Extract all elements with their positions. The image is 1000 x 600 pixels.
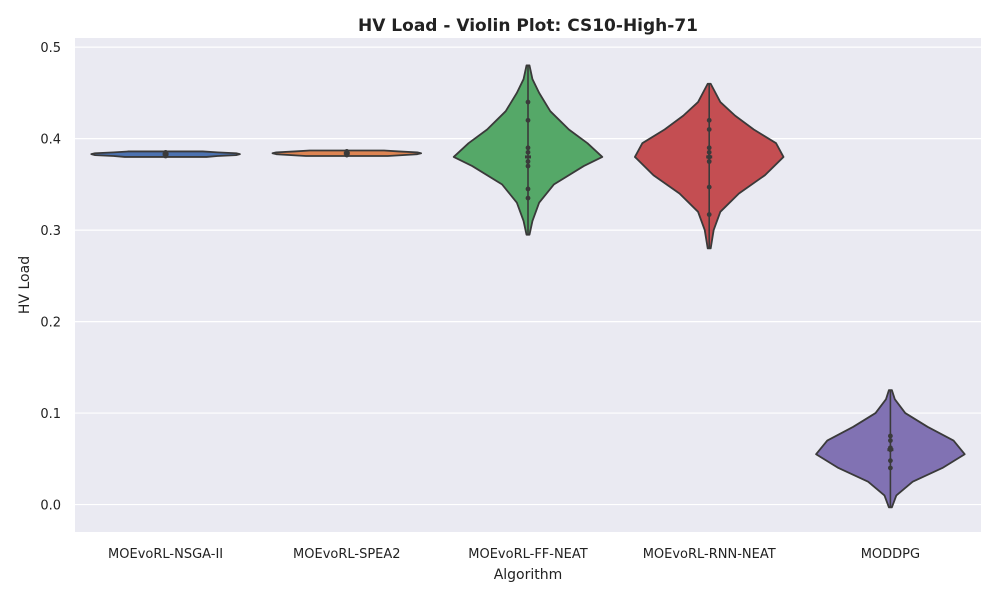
- data-point: [525, 186, 531, 192]
- x-tick-label: MODDPG: [861, 547, 920, 562]
- x-tick-label: MOEvoRL-SPEA2: [293, 547, 401, 562]
- y-tick-labels: 0.0 0.1 0.2 0.3 0.4 0.5: [40, 41, 61, 513]
- y-axis-label: HV Load: [17, 256, 33, 314]
- data-point: [888, 458, 893, 464]
- data-point: [706, 145, 712, 151]
- data-point: [706, 184, 712, 190]
- data-point: [525, 117, 531, 123]
- data-point: [525, 145, 531, 151]
- y-tick-label: 0.5: [40, 41, 61, 56]
- data-point: [706, 212, 712, 217]
- y-tick-label: 0.1: [40, 407, 61, 422]
- violins: [90, 64, 966, 509]
- data-point: [888, 433, 893, 439]
- data-point: [525, 149, 531, 155]
- data-point: [888, 465, 893, 471]
- data-point: [706, 149, 712, 155]
- y-tick-label: 0.4: [40, 133, 61, 148]
- data-point: [525, 163, 531, 169]
- y-tick-label: 0.3: [40, 224, 61, 239]
- data-point: [525, 99, 531, 105]
- x-tick-labels: MOEvoRL-NSGA-II MOEvoRL-SPEA2 MOEvoRL-FF-N…: [108, 547, 920, 562]
- data-point: [706, 117, 712, 123]
- y-tick-label: 0.2: [40, 316, 61, 331]
- data-point: [525, 159, 531, 164]
- data-point: [706, 159, 712, 164]
- data-point: [706, 127, 712, 132]
- x-tick-label: MOEvoRL-NSGA-II: [108, 547, 223, 562]
- data-point: [525, 195, 531, 201]
- x-tick-label: MOEvoRL-RNN-NEAT: [643, 547, 776, 562]
- data-point: [888, 438, 893, 443]
- y-tick-label: 0.0: [40, 499, 61, 514]
- chart-title: HV Load - Violin Plot: CS10-High-71: [358, 16, 698, 36]
- x-axis-label: Algorithm: [494, 567, 563, 583]
- x-tick-label: MOEvoRL-FF-NEAT: [468, 547, 588, 562]
